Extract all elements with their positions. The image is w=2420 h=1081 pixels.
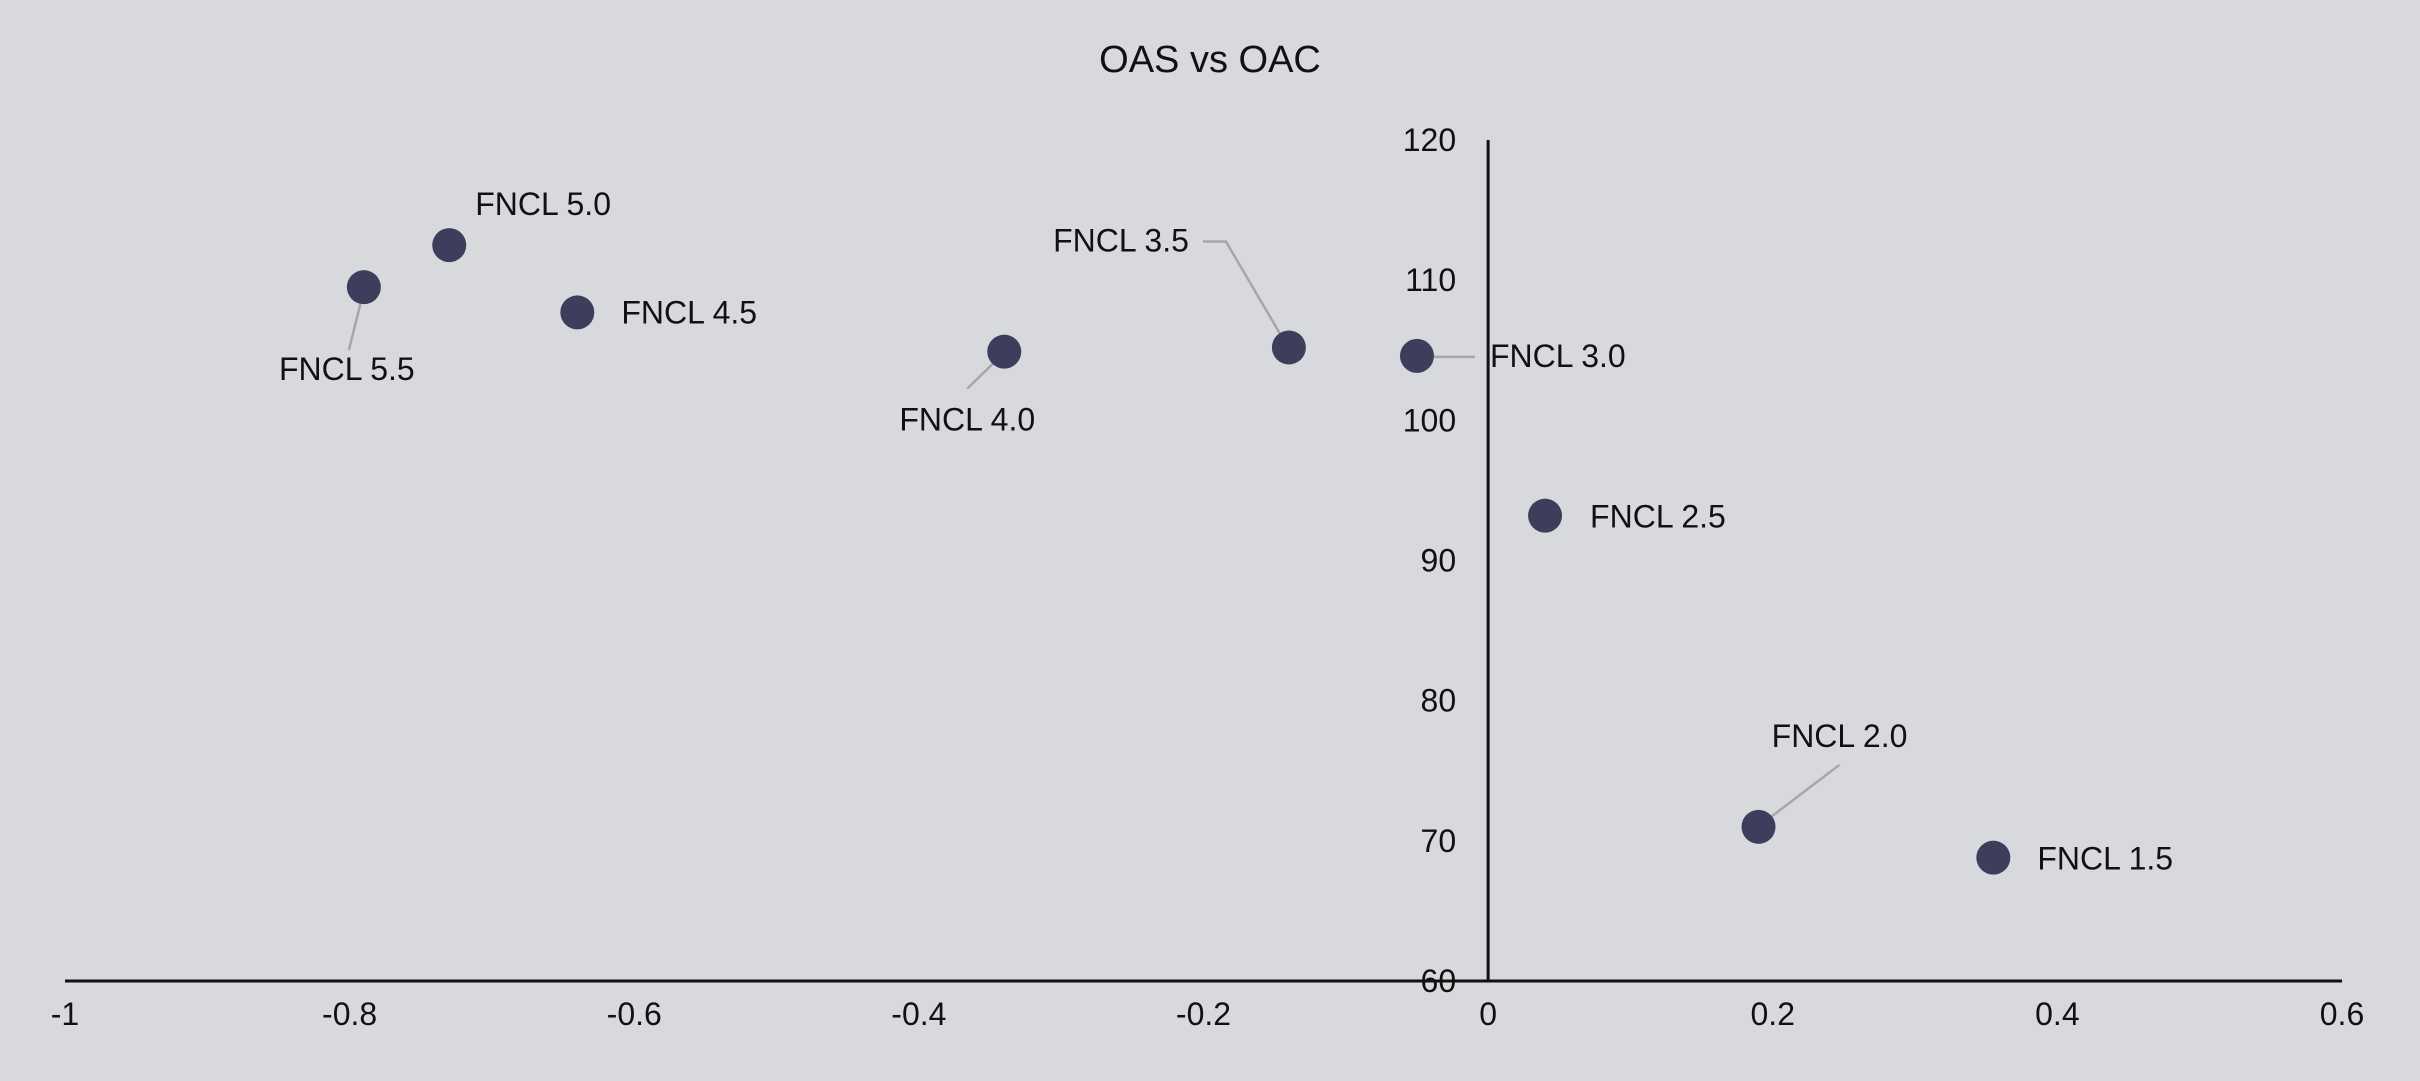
y-tick-label: 90 bbox=[1421, 543, 1457, 579]
data-point bbox=[560, 295, 595, 330]
axes bbox=[65, 140, 2342, 983]
leader-line bbox=[1202, 240, 1288, 347]
data-label: FNCL 5.0 bbox=[475, 186, 611, 222]
data-label: FNCL 2.0 bbox=[1772, 718, 1908, 754]
leader-line bbox=[1759, 763, 1841, 826]
data-label: FNCL 4.0 bbox=[899, 402, 1035, 438]
chart-title: OAS vs OAC bbox=[1099, 39, 1321, 81]
data-label: FNCL 1.5 bbox=[2037, 841, 2173, 877]
data-point bbox=[1399, 338, 1434, 373]
y-tick-label: 60 bbox=[1421, 963, 1457, 999]
x-tick-label: -1 bbox=[51, 996, 79, 1032]
y-tick-label: 70 bbox=[1421, 823, 1457, 859]
y-tick-label: 120 bbox=[1403, 122, 1456, 158]
data-point bbox=[1976, 840, 2011, 875]
data-point bbox=[1741, 809, 1776, 844]
data-label: FNCL 2.5 bbox=[1590, 499, 1726, 535]
data-point bbox=[1271, 330, 1306, 365]
tick-labels: -1 -0.8 -0.6 -0.4 -0.2 0 0.2 0.4 0.6 60 70 80 90 100 1… bbox=[51, 122, 2364, 1032]
y-tick-label: 80 bbox=[1421, 683, 1457, 719]
x-tick-label: 0.4 bbox=[2035, 996, 2079, 1032]
data-label: FNCL 3.0 bbox=[1490, 338, 1626, 374]
data-point bbox=[346, 270, 381, 305]
y-tick-label: 110 bbox=[1405, 262, 1456, 298]
data-point bbox=[432, 228, 467, 263]
x-tick-label: 0 bbox=[1479, 996, 1497, 1032]
data-label: FNCL 5.5 bbox=[279, 351, 415, 387]
data-label: FNCL 3.5 bbox=[1053, 222, 1189, 258]
x-tick-label: -0.8 bbox=[322, 996, 377, 1032]
x-tick-label: 0.6 bbox=[2320, 996, 2364, 1032]
data-points bbox=[346, 228, 2011, 875]
x-tick-label: -0.2 bbox=[1176, 996, 1231, 1032]
y-tick-label: 100 bbox=[1403, 402, 1456, 438]
x-tick-label: 0.2 bbox=[1751, 996, 1795, 1032]
data-label: FNCL 4.5 bbox=[621, 294, 757, 330]
data-labels: FNCL 5.5 FNCL 5.0 FNCL 4.5 FNCL 4.0 FNCL 3.5… bbox=[279, 186, 2173, 877]
data-point bbox=[1528, 498, 1563, 533]
data-point bbox=[987, 334, 1022, 369]
x-tick-label: -0.6 bbox=[607, 996, 662, 1032]
x-tick-label: -0.4 bbox=[891, 996, 946, 1032]
